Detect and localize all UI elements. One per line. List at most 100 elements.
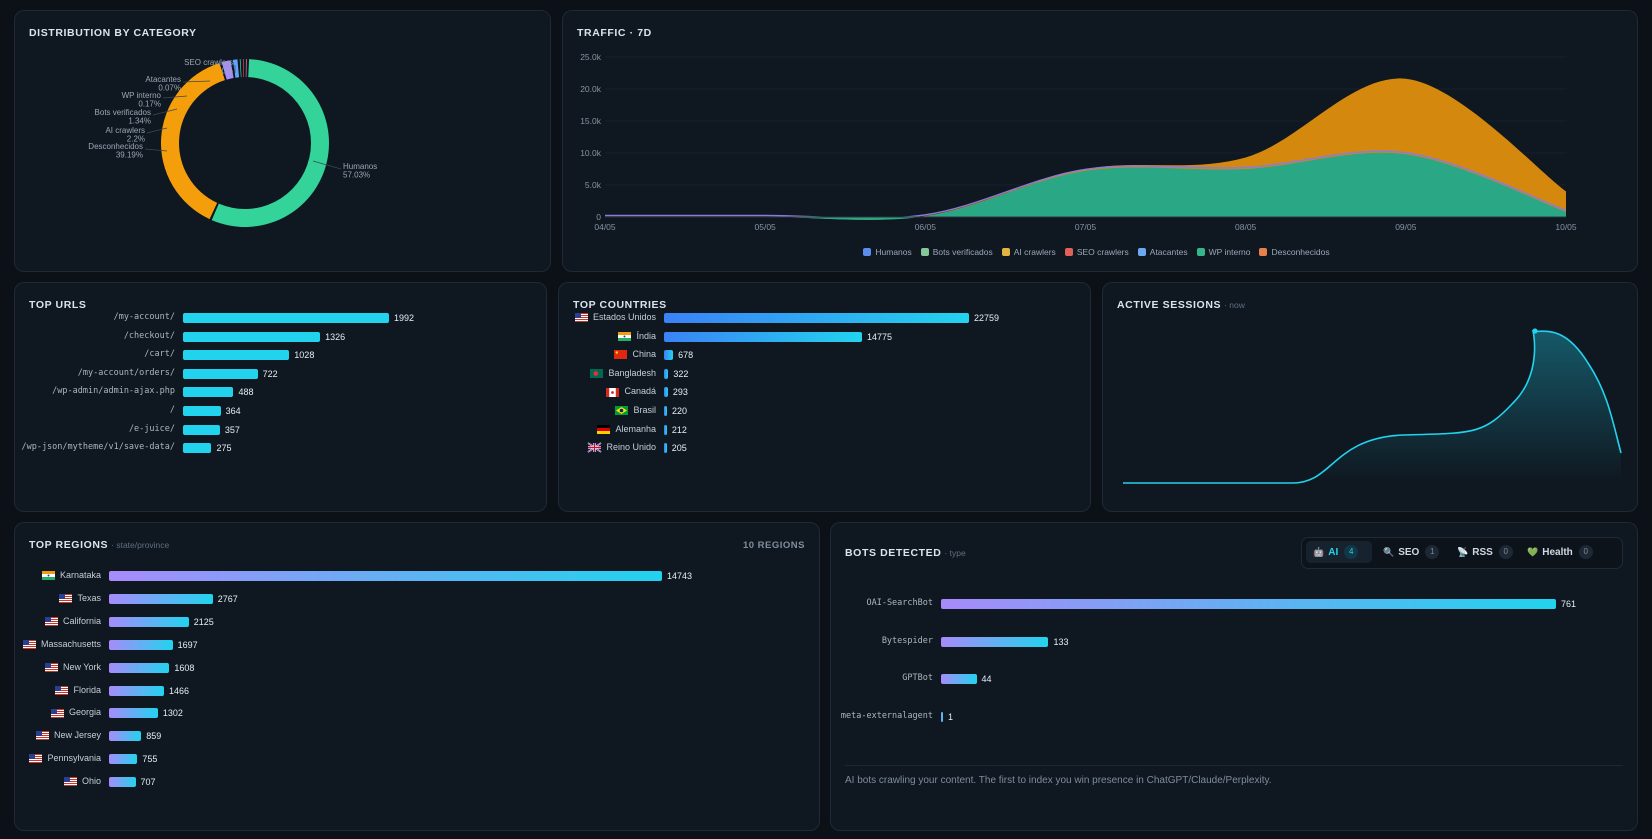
traffic-x-tick: 07/05	[1075, 222, 1097, 232]
donut-slice-seo-crawlers[interactable]	[245, 59, 247, 78]
bot-label: OAI-SearchBot	[866, 598, 933, 608]
top-country-bar[interactable]	[664, 331, 862, 342]
bots-tab-seo[interactable]: 🔍 SEO 1	[1376, 541, 1446, 563]
bot-bar[interactable]	[941, 711, 943, 722]
donut-slice-humanos[interactable]	[211, 59, 329, 228]
top-country-value: 212	[671, 424, 687, 435]
traffic-legend-item[interactable]: Humanos	[863, 247, 912, 257]
rss-icon: 📡	[1457, 546, 1469, 557]
traffic-legend-item[interactable]: Atacantes	[1137, 247, 1188, 257]
donut-label-pct: 57.03%	[343, 171, 370, 180]
bot-value: 1	[948, 711, 954, 722]
top-region-bar[interactable]	[109, 639, 173, 650]
bots-footer-text: AI bots crawling your content. The first…	[845, 775, 1272, 786]
donut-slice-ai-crawlers[interactable]	[221, 60, 234, 80]
top-countries-card: TOP COUNTRIES Estados Unidos 22759 Índia 14…	[558, 282, 1091, 512]
donut-slice-atacantes[interactable]	[242, 59, 244, 78]
top-url-bar[interactable]	[183, 331, 321, 342]
legend-label: WP interno	[1208, 247, 1251, 257]
bot-bar[interactable]	[941, 636, 1049, 647]
donut-slice-bots-verificados[interactable]	[232, 59, 240, 78]
traffic-area-wp-interno[interactable]	[605, 152, 1566, 220]
top-region-bar[interactable]	[109, 754, 138, 765]
bots-tab-group: 🤖 AI 4 🔍 SEO 1 📡 RSS 0 💚 Health 0	[1301, 537, 1623, 569]
top-region-bar[interactable]	[109, 593, 213, 604]
traffic-legend-item[interactable]: WP interno	[1196, 247, 1251, 257]
distribution-title: DISTRIBUTION BY CATEGORY	[29, 27, 197, 39]
top-url-bar[interactable]	[183, 424, 220, 435]
top-country-bar[interactable]	[664, 387, 668, 398]
legend-swatch	[1259, 248, 1268, 256]
top-region-bar[interactable]	[109, 685, 164, 696]
top-url-bar[interactable]	[183, 368, 258, 379]
top-region-bar[interactable]	[109, 708, 158, 719]
top-region-bar[interactable]	[109, 662, 170, 673]
top-url-label-text: /wp-admin/admin-ajax.php	[52, 386, 175, 397]
top-region-bar[interactable]	[109, 731, 142, 742]
traffic-legend-item[interactable]: Bots verificados	[920, 247, 993, 257]
donut-label-pct: 0.07%	[158, 84, 181, 93]
bot-value: 44	[981, 674, 992, 684]
top-country-bar[interactable]	[664, 350, 674, 361]
top-url-bar[interactable]	[183, 350, 290, 361]
bots-tab-ai[interactable]: 🤖 AI 4	[1306, 541, 1372, 563]
bots-tab-rss[interactable]: 📡 RSS 0	[1450, 541, 1516, 563]
active-sessions-sparkline	[1123, 328, 1622, 484]
top-country-label: Alemanha	[597, 424, 656, 434]
top-region-bar[interactable]	[109, 571, 662, 581]
top-country-label: Reino Unido	[588, 442, 656, 453]
traffic-legend-item[interactable]: SEO crawlers	[1064, 247, 1129, 257]
top-url-bar[interactable]	[183, 406, 221, 416]
top-country-bar[interactable]	[664, 406, 667, 416]
bots-tab-count: 0	[1578, 545, 1593, 559]
top-country-value: 322	[673, 368, 689, 379]
top-regions-title: TOP REGIONS · state/province	[29, 539, 169, 551]
legend-swatch	[920, 248, 929, 256]
bot-bar[interactable]	[941, 599, 1556, 609]
top-url-label-text: /	[169, 405, 175, 415]
traffic-x-tick: 09/05	[1395, 222, 1417, 232]
active-sessions-title-text: ACTIVE SESSIONS	[1117, 299, 1222, 311]
top-url-value: 488	[238, 387, 254, 398]
top-url-label-text: /cart/	[144, 349, 175, 360]
top-region-bar[interactable]	[109, 777, 136, 788]
top-url-bar[interactable]	[183, 443, 212, 454]
top-region-bar[interactable]	[109, 616, 189, 627]
top-country-bar[interactable]	[664, 424, 667, 435]
bot-bar[interactable]	[941, 674, 977, 684]
top-region-label: Massachusetts	[22, 639, 101, 649]
top-country-bar[interactable]	[664, 443, 667, 454]
bots-tab-label: AI	[1328, 546, 1339, 558]
top-url-label: /cart/	[144, 349, 175, 359]
top-country-label: Canadá	[606, 386, 656, 397]
donut-slice-desconhecidos[interactable]	[161, 62, 225, 220]
donut-slice-wp-interno[interactable]	[239, 59, 242, 78]
traffic-x-tick: 04/05	[594, 222, 616, 232]
top-region-label: Georgia	[50, 707, 101, 718]
top-country-bar[interactable]	[664, 368, 669, 379]
bots-tab-count: 1	[1425, 545, 1440, 559]
robot-icon: 🤖	[1313, 546, 1325, 557]
top-url-bar[interactable]	[183, 313, 389, 323]
top-country-bar[interactable]	[664, 313, 969, 323]
bots-tab-health[interactable]: 💚 Health 0	[1520, 541, 1600, 563]
donut-label-name: Bots verificados	[95, 108, 151, 117]
top-country-label-text: Estados Unidos	[592, 312, 656, 322]
traffic-legend-item[interactable]: AI crawlers	[1001, 247, 1056, 257]
top-url-bar[interactable]	[183, 387, 234, 398]
top-country-value: 14775	[867, 331, 893, 342]
bot-label-text: Bytespider	[881, 635, 933, 646]
top-region-label-text: New York	[62, 661, 101, 672]
top-region-value: 1608	[174, 662, 195, 673]
traffic-legend-item[interactable]: Desconhecidos	[1259, 247, 1330, 257]
active-sessions-card: ACTIVE SESSIONS · now	[1102, 282, 1638, 512]
top-region-value: 707	[140, 777, 156, 788]
donut-label-pct: 1.34%	[128, 117, 151, 126]
top-region-label-text: Georgia	[68, 707, 101, 718]
donut-leader-line	[144, 148, 168, 152]
donut-leader-line	[146, 127, 168, 134]
top-country-label-text: China	[632, 349, 656, 360]
donut-label-name: Atacantes	[145, 75, 181, 84]
legend-label: Bots verificados	[932, 247, 993, 257]
